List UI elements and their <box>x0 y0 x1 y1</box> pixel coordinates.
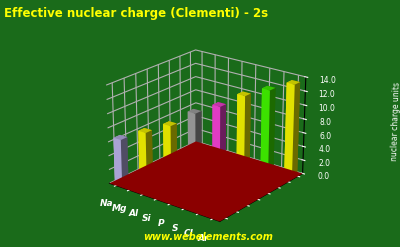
Text: www.webelements.com: www.webelements.com <box>143 232 273 242</box>
Text: Effective nuclear charge (Clementi) - 2s: Effective nuclear charge (Clementi) - 2s <box>4 7 268 21</box>
